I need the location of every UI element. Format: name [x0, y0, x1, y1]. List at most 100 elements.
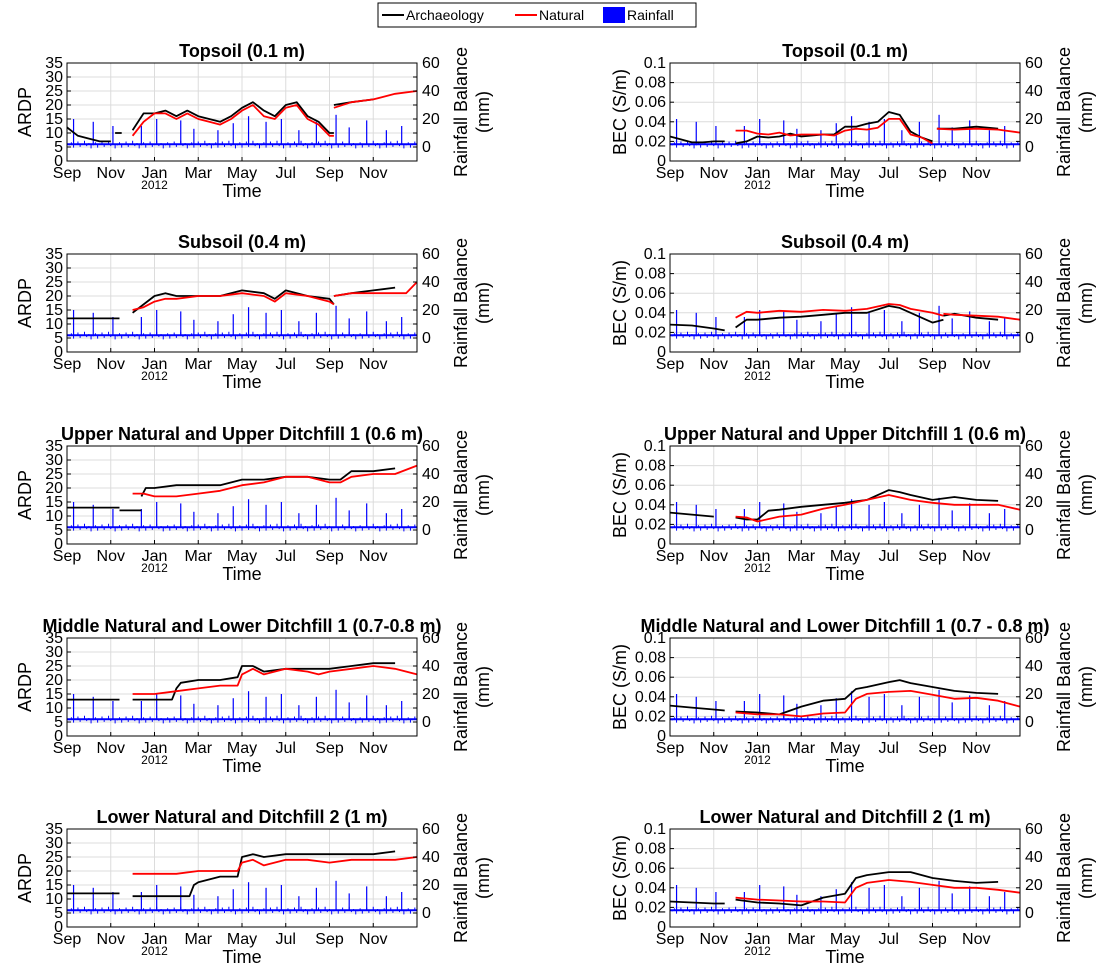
y2tick-label: 40	[422, 849, 440, 866]
ytick-label: 0.08	[635, 75, 666, 92]
y-axis-label: ARDP	[15, 278, 35, 328]
xtick-label: Sep	[656, 356, 685, 373]
x-axis-label: Time	[222, 947, 261, 967]
series-line-archaeology	[735, 871, 999, 907]
series-natural	[132, 464, 418, 498]
y2-axis-label: Rainfall Balance	[1054, 238, 1074, 368]
panel: 0 0.02 0.04 0.06 0.08 0.1 0 20 40 60 Sep Nov Jan2012…	[610, 424, 1096, 584]
series-line-natural	[943, 312, 1021, 321]
y2-axis-label: (mm)	[473, 91, 493, 133]
xtick-label: Jan	[142, 548, 168, 565]
ytick-label: 15	[45, 302, 63, 319]
xtick-label: Jul	[276, 356, 296, 373]
xtick-label: Mar	[787, 548, 815, 565]
legend-label: Archaeology	[406, 7, 484, 23]
y2tick-label: 60	[422, 246, 440, 263]
y2tick-label: 60	[422, 630, 440, 647]
panel-title: Lower Natural and Ditchfill 2 (1 m)	[96, 807, 387, 827]
series-line-archaeology	[669, 704, 725, 712]
y2-axis-label: Rainfall Balance	[451, 47, 471, 177]
series-archaeology	[67, 850, 396, 898]
y2tick-label: 40	[1025, 466, 1043, 483]
ytick-label: 0	[657, 728, 666, 745]
xtick-label: Nov	[97, 931, 125, 948]
y2-axis-label: Rainfall Balance	[1054, 813, 1074, 943]
xtick-label: Nov	[700, 165, 728, 182]
y2tick-label: 20	[422, 302, 440, 319]
y2tick-label: 0	[422, 522, 431, 539]
xtick-label: Sep	[315, 356, 344, 373]
panel-title: Lower Natural and Ditchfill 2 (1 m)	[699, 807, 990, 827]
ytick-label: 0.06	[635, 860, 666, 877]
series-line-natural	[735, 303, 944, 319]
xtick-label: Sep	[53, 165, 82, 182]
xtick-label: Jan	[745, 740, 771, 757]
series-archaeology	[669, 871, 999, 907]
series-line-natural	[936, 127, 1021, 134]
series-archaeology	[669, 679, 999, 716]
xtick-sublabel: 2012	[744, 178, 771, 192]
xtick-label: Sep	[53, 548, 82, 565]
ytick-label: 0	[657, 153, 666, 170]
xtick-label: Nov	[97, 548, 125, 565]
ytick-label: 25	[45, 849, 63, 866]
xtick-label: Nov	[359, 548, 387, 565]
series-natural	[735, 879, 1021, 904]
ytick-label: 30	[45, 644, 63, 661]
series-line-natural	[735, 118, 933, 145]
xtick-label: May	[830, 740, 860, 757]
y2-axis-label: (mm)	[1076, 666, 1096, 708]
ytick-label: 0	[54, 344, 63, 361]
ytick-label: 0.06	[635, 94, 666, 111]
series-line-archaeology	[735, 111, 933, 145]
ytick-label: 0.1	[644, 55, 666, 72]
y2tick-label: 0	[1025, 330, 1034, 347]
panel: 0 0.02 0.04 0.06 0.08 0.1 0 20 40 60 Sep Nov Jan2012…	[610, 807, 1096, 967]
ytick-label: 10	[45, 316, 63, 333]
rainfall-series	[66, 114, 418, 149]
x-axis-label: Time	[825, 756, 864, 776]
y2tick-label: 20	[422, 877, 440, 894]
xtick-label: Sep	[918, 931, 947, 948]
ytick-label: 15	[45, 877, 63, 894]
ytick-label: 10	[45, 508, 63, 525]
series-line-archaeology	[735, 489, 999, 521]
x-axis-label: Time	[222, 756, 261, 776]
y2tick-label: 60	[1025, 438, 1043, 455]
ytick-label: 0.06	[635, 477, 666, 494]
ytick-label: 10	[45, 700, 63, 717]
ytick-label: 0.04	[635, 689, 666, 706]
y2tick-label: 0	[1025, 714, 1034, 731]
rainfall-series	[66, 305, 418, 340]
xtick-label: Sep	[315, 740, 344, 757]
xtick-label: Nov	[700, 740, 728, 757]
panel-title: Middle Natural and Lower Ditchfill 1 (0.…	[640, 616, 1049, 636]
y2tick-label: 40	[422, 83, 440, 100]
ytick-label: 0.02	[635, 324, 666, 341]
ytick-label: 15	[45, 686, 63, 703]
xtick-label: Mar	[184, 931, 212, 948]
series-natural	[131, 90, 418, 137]
xtick-label: Mar	[787, 740, 815, 757]
y2tick-label: 40	[422, 658, 440, 675]
ytick-label: 0	[657, 344, 666, 361]
xtick-label: Sep	[53, 356, 82, 373]
ytick-label: 5	[54, 905, 63, 922]
series-natural	[735, 690, 1021, 718]
rainfall-series	[66, 689, 418, 724]
xtick-label: Nov	[700, 931, 728, 948]
series-line-natural	[735, 879, 1021, 904]
ytick-label: 0.08	[635, 266, 666, 283]
x-axis-label: Time	[222, 564, 261, 584]
xtick-label: Nov	[700, 356, 728, 373]
xtick-label: May	[830, 356, 860, 373]
xtick-label: Nov	[359, 931, 387, 948]
x-axis-label: Time	[825, 564, 864, 584]
ytick-label: 5	[54, 522, 63, 539]
y2tick-label: 20	[1025, 111, 1043, 128]
ytick-label: 0.02	[635, 133, 666, 150]
y2tick-label: 40	[1025, 83, 1043, 100]
xtick-label: May	[830, 931, 860, 948]
series-archaeology	[669, 489, 999, 521]
x-axis-label: Time	[222, 181, 261, 201]
